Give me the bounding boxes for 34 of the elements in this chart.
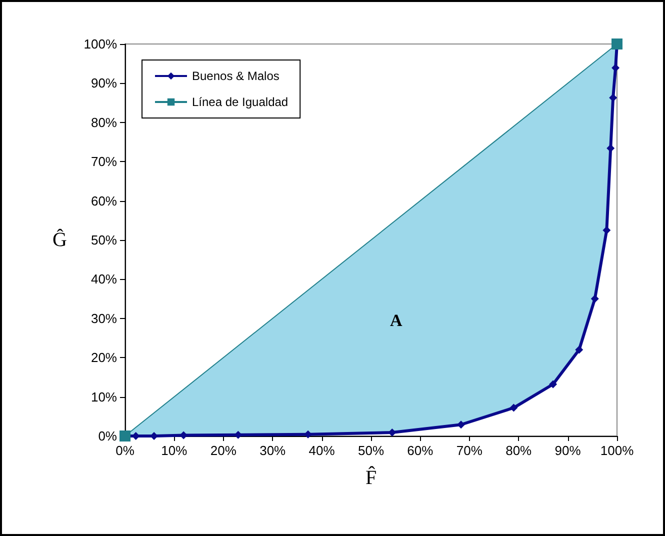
y-tick-label: 80% [90, 114, 118, 130]
x-tick-label: 100% [600, 443, 634, 458]
x-axis-title: F̂ [365, 466, 377, 489]
x-tick-label: 60% [407, 443, 434, 458]
y-tick-label: 20% [90, 350, 118, 366]
x-tick-label: 90% [554, 443, 582, 458]
legend-label: Línea de Igualdad [192, 95, 288, 109]
annotation: A [390, 311, 403, 330]
x-tick-label: 30% [260, 443, 286, 458]
y-tick-label: 100% [84, 36, 118, 52]
point [388, 428, 396, 436]
y-tick-label: 10% [90, 389, 118, 404]
y-tick-label: 0% [98, 428, 118, 444]
point [510, 404, 518, 412]
y-tick-label: 40% [90, 272, 118, 287]
x-tick-label: 80% [506, 443, 532, 458]
y-tick-label: 30% [90, 310, 118, 326]
point [575, 346, 584, 354]
x-tick-label: 50% [358, 443, 384, 458]
x-tick-label: 20% [210, 443, 237, 458]
x-tick-label: 40% [308, 443, 336, 458]
x-tick-label: 70% [456, 443, 483, 458]
y-tick-label: 50% [90, 232, 118, 248]
x-tick-label: 10% [161, 443, 188, 458]
legend-label: Buenos & Malos [192, 69, 280, 83]
y-axis-title: Ĝ [52, 228, 67, 251]
y-tick-label: 70% [90, 154, 118, 170]
y-tick-label: 90% [90, 76, 118, 91]
point [549, 380, 558, 388]
y-tick-label: 60% [90, 193, 118, 208]
point [457, 420, 466, 429]
point [609, 94, 618, 102]
x-tick-label: 0% [116, 443, 135, 458]
point [590, 294, 599, 303]
